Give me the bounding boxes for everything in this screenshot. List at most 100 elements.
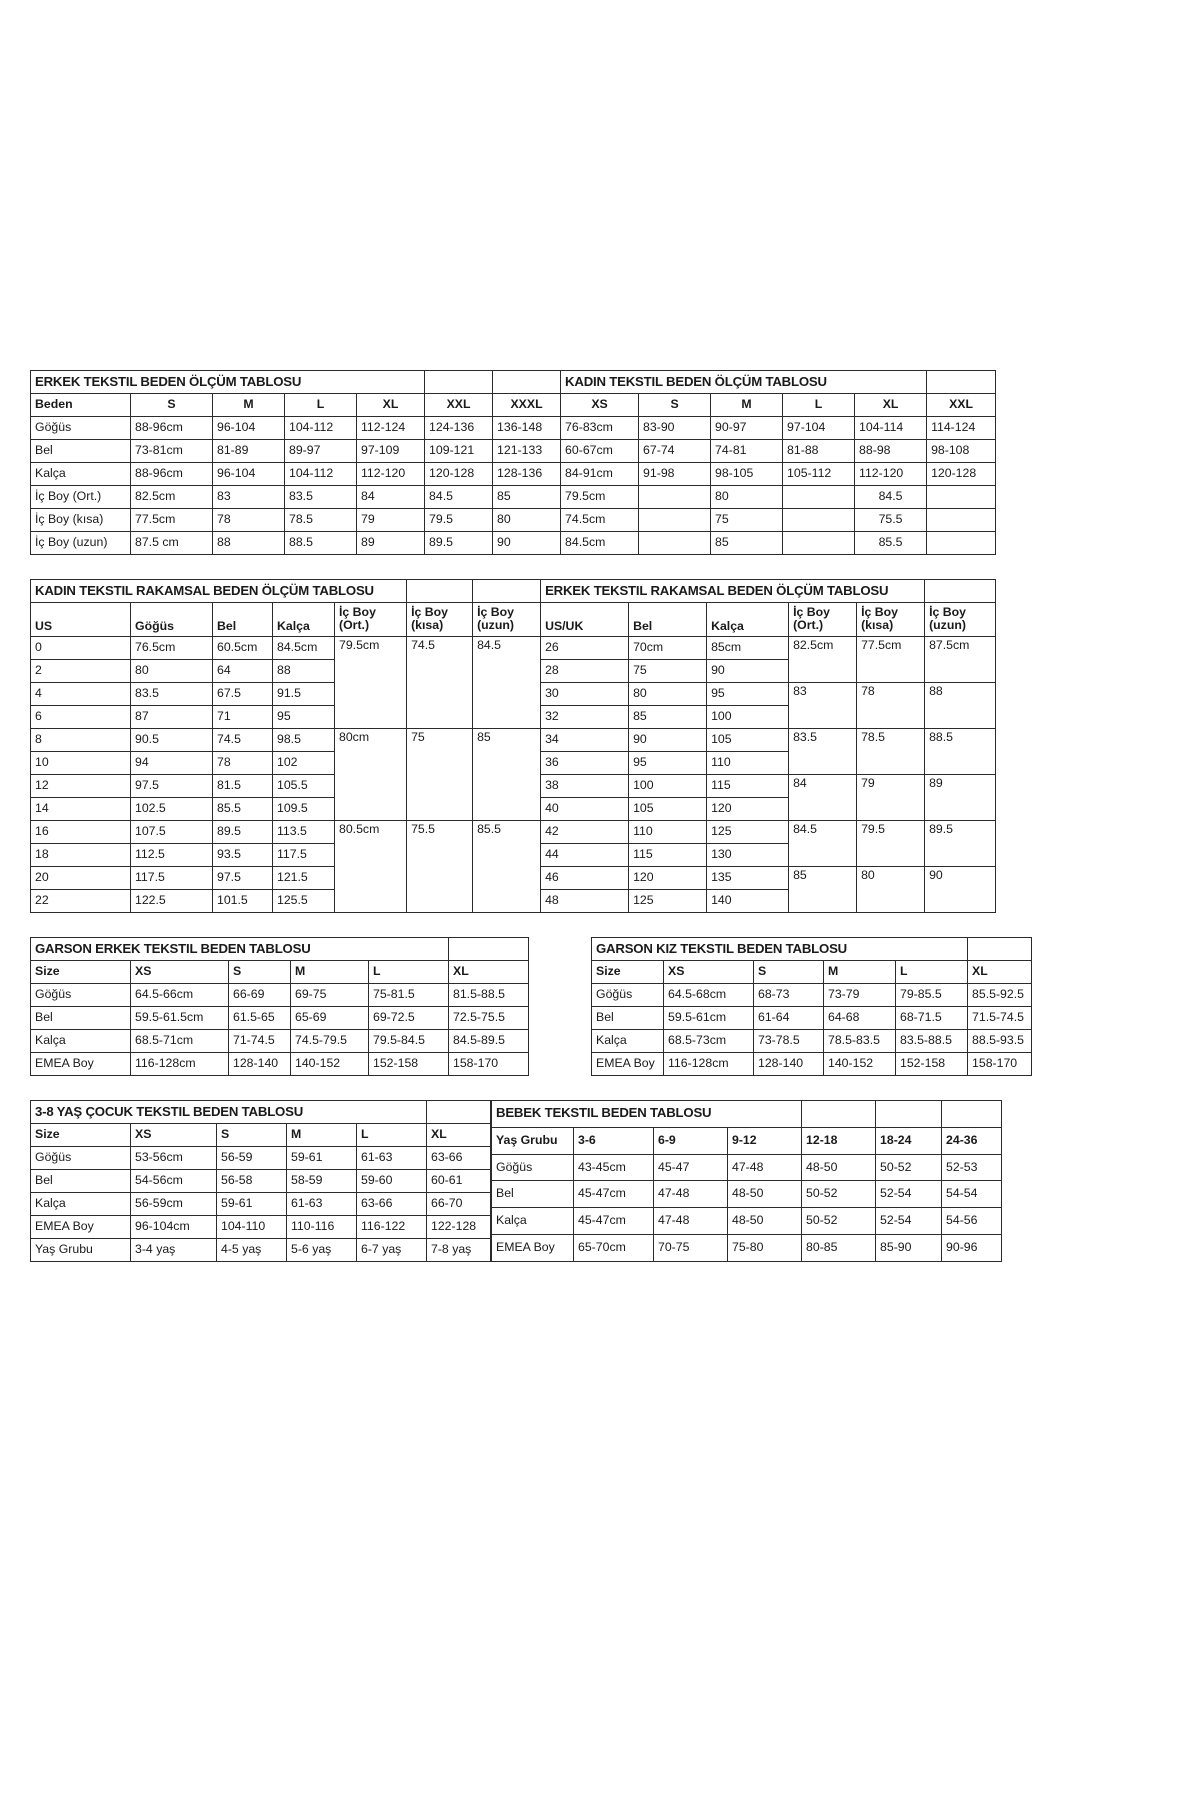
cell-merged-kisa: 74.5 [406,636,474,729]
cell: 69-72.5 [368,1006,449,1030]
table-row: İç Boy (Ort.) 82.5cm 83 83.5 84 84.5 85 … [30,485,997,509]
cell: 58-59 [286,1169,357,1193]
cell: 68-71.5 [894,1006,969,1030]
cell: 87.5 cm [130,531,213,555]
erkek-beden-title: ERKEK TEKSTIL BEDEN ÖLÇÜM TABLOSU [29,370,426,394]
row-label: EMEA Boy [30,1052,131,1076]
cell: 104-112 [284,416,357,440]
cell: 74.5cm [560,508,640,532]
cell: 79 [355,508,426,532]
cell: 152-158 [894,1052,969,1076]
cell: 81.5 [212,774,273,798]
cell: 83.5 [130,682,213,706]
row-label: EMEA Boy [30,1215,131,1239]
cell-us: 18 [30,843,131,867]
row-label: Göğüs [30,983,131,1007]
head-line-2: (kısa) [411,618,444,632]
table-row: EMEA Boy 116-128cm 128-140 140-152 152-1… [591,1052,1033,1076]
cell: 65-69 [290,1006,369,1030]
cell: 88.5 [284,531,357,555]
row-label: Kalça [30,1192,131,1216]
cell: 122.5 [130,889,213,913]
spacer-cell [941,1100,1003,1128]
cell-us-uk: 40 [540,797,630,821]
cell-merged-uzun: 87.5cm [924,636,997,683]
col-head-erkek-ic-boy-ort: İç Boy (Ort.) [788,602,858,637]
cell-merged-kisa: 78 [856,682,926,729]
cell-us-uk: 26 [540,636,630,660]
cell: 125 [628,889,708,913]
table-row: Kalça 68.5-71cm 71-74.5 74.5-79.5 79.5-8… [30,1029,529,1053]
row-label: EMEA Boy [591,1052,664,1076]
table-bebek: BEBEK TEKSTIL BEDEN TABLOSU Yaş Grubu 3-… [490,1100,1003,1262]
cell: 79-85.5 [894,983,969,1007]
cell-merged-ort: 80.5cm [333,820,408,913]
table-row: Göğüs 64.5-68cm 68-73 73-79 79-85.5 85.5… [591,983,1033,1007]
cell: 69-75 [290,983,369,1007]
cell: 48-50 [726,1207,803,1236]
cell: 125.5 [272,889,335,913]
cell-empty [638,508,712,532]
cell-us: 12 [30,774,131,798]
head-line-2: (kısa) [861,618,894,632]
spacer-cell [924,579,997,603]
cell: 52-54 [875,1180,943,1209]
cell: 140-152 [290,1052,369,1076]
cell-merged-kisa: 75.5 [406,820,474,913]
col-head-erkek-l: L [284,393,357,417]
cell: 64-68 [823,1006,896,1030]
cell: 88 [272,659,335,683]
cell: 84 [355,485,426,509]
cell: 87 [130,705,213,729]
cell: 52-53 [941,1153,1003,1182]
cell: 89-97 [284,439,357,463]
col-head-ic-boy-uzun: İç Boy (uzun) [472,602,542,637]
table-row: Göğüs 43-45cm 45-47 47-48 48-50 50-52 52… [491,1153,1003,1182]
cell: 130 [706,843,790,867]
cell: 56-59 [216,1146,287,1170]
spacer-cell [875,1100,943,1128]
bebek-title: BEBEK TEKSTIL BEDEN TABLOSU [490,1100,803,1128]
row-label: Kalça [30,462,131,486]
cell-merged-uzun: 84.5 [472,636,542,729]
cell: 116-128cm [130,1052,229,1076]
col-head-3-6: 3-6 [573,1126,654,1155]
spacer-cell [492,370,562,394]
cell-empty [926,508,997,532]
cell: 120-128 [926,462,997,486]
cell: 95 [272,705,335,729]
cell-us: 6 [30,705,131,729]
col-head-ic-boy-ort: İç Boy (Ort.) [333,602,408,637]
cell: 79.5cm [560,485,640,509]
row-label: Bel [30,1006,131,1030]
table-erkek-kadin-beden: ERKEK TEKSTIL BEDEN ÖLÇÜM TABLOSU KADIN … [29,370,997,555]
col-head-s: S [228,960,291,984]
cell: 59.5-61cm [663,1006,754,1030]
col-head-kalca: Kalça [272,602,335,637]
cell: 112-120 [355,462,426,486]
cell: 63-66 [426,1146,491,1170]
col-head-bel: Bel [212,602,273,637]
col-head-gogus: Göğüs [130,602,213,637]
row-label: Kalça [491,1207,574,1236]
cell-us-uk: 38 [540,774,630,798]
cell: 75-81.5 [368,983,449,1007]
col-head-xs: XS [130,1123,217,1147]
col-head-m: M [290,960,369,984]
col-head-12-18: 12-18 [801,1126,877,1155]
table-row: İç Boy (kısa) 77.5cm 78 78.5 79 79.5 80 … [30,508,997,532]
row-label: Bel [30,439,131,463]
cell: 85.5-92.5 [967,983,1033,1007]
cell: 48-50 [801,1153,877,1182]
spacer-cell [801,1100,877,1128]
cocuk-title: 3-8 YAŞ ÇOCUK TEKSTIL BEDEN TABLOSU [30,1100,427,1124]
cell: 112-124 [355,416,426,440]
cell: 96-104cm [130,1215,217,1239]
table-row: 8 90.5 74.5 98.5 80cm 75 85 34 90 105 83… [30,728,997,821]
cell-merged-kisa: 77.5cm [856,636,926,683]
cell: 81.5-88.5 [448,983,529,1007]
col-head-9-12: 9-12 [726,1126,803,1155]
cell: 97-109 [355,439,426,463]
cell: 109-121 [424,439,494,463]
table-row: Bel 59.5-61cm 61-64 64-68 68-71.5 71.5-7… [591,1006,1033,1030]
